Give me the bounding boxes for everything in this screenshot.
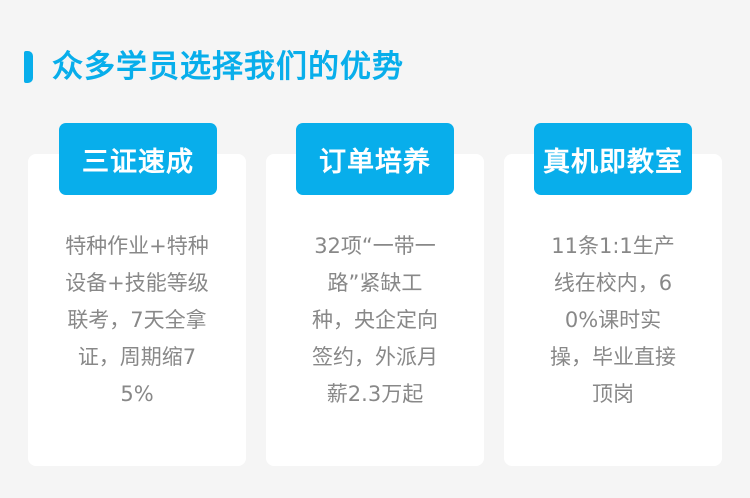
description-line: 薪2.3万起 [326, 382, 424, 406]
description-line: 种，央企定向 [312, 308, 438, 332]
description-line: 11条1:1生产 [551, 234, 675, 258]
description-line: 32项“一带一 [314, 234, 436, 258]
description-line: 5% [120, 382, 154, 406]
card-badge: 真机即教室 [534, 123, 692, 195]
description-line: 0%课时实 [564, 308, 662, 332]
description-line: 设备+技能等级 [65, 271, 209, 295]
card-description: 11条1:1生产 线在校内，6 0%课时实 操，毕业直接 顶岗 [504, 228, 722, 413]
advantage-card [504, 154, 722, 466]
description-line: 证，周期缩7 [77, 345, 197, 369]
description-line: 签约，外派月 [312, 345, 438, 369]
description-line: 操，毕业直接 [550, 345, 676, 369]
card-description: 特种作业+特种 设备+技能等级 联考，7天全拿 证，周期缩7 5% [28, 228, 246, 413]
card-badge: 三证速成 [59, 123, 217, 195]
section-title: 众多学员选择我们的优势 [52, 49, 404, 85]
card-badge: 订单培养 [296, 123, 454, 195]
description-line: 特种作业+特种 [65, 234, 209, 258]
description-line: 顶岗 [592, 382, 634, 406]
description-line: 线在校内，6 [553, 271, 673, 295]
advantage-card [28, 154, 246, 466]
advantage-card [266, 154, 484, 466]
description-line: 联考，7天全拿 [67, 308, 207, 332]
title-accent-bar [24, 51, 33, 83]
card-description: 32项“一带一 路”紧缺工 种，央企定向 签约，外派月 薪2.3万起 [266, 228, 484, 413]
description-line: 路”紧缺工 [327, 271, 423, 295]
